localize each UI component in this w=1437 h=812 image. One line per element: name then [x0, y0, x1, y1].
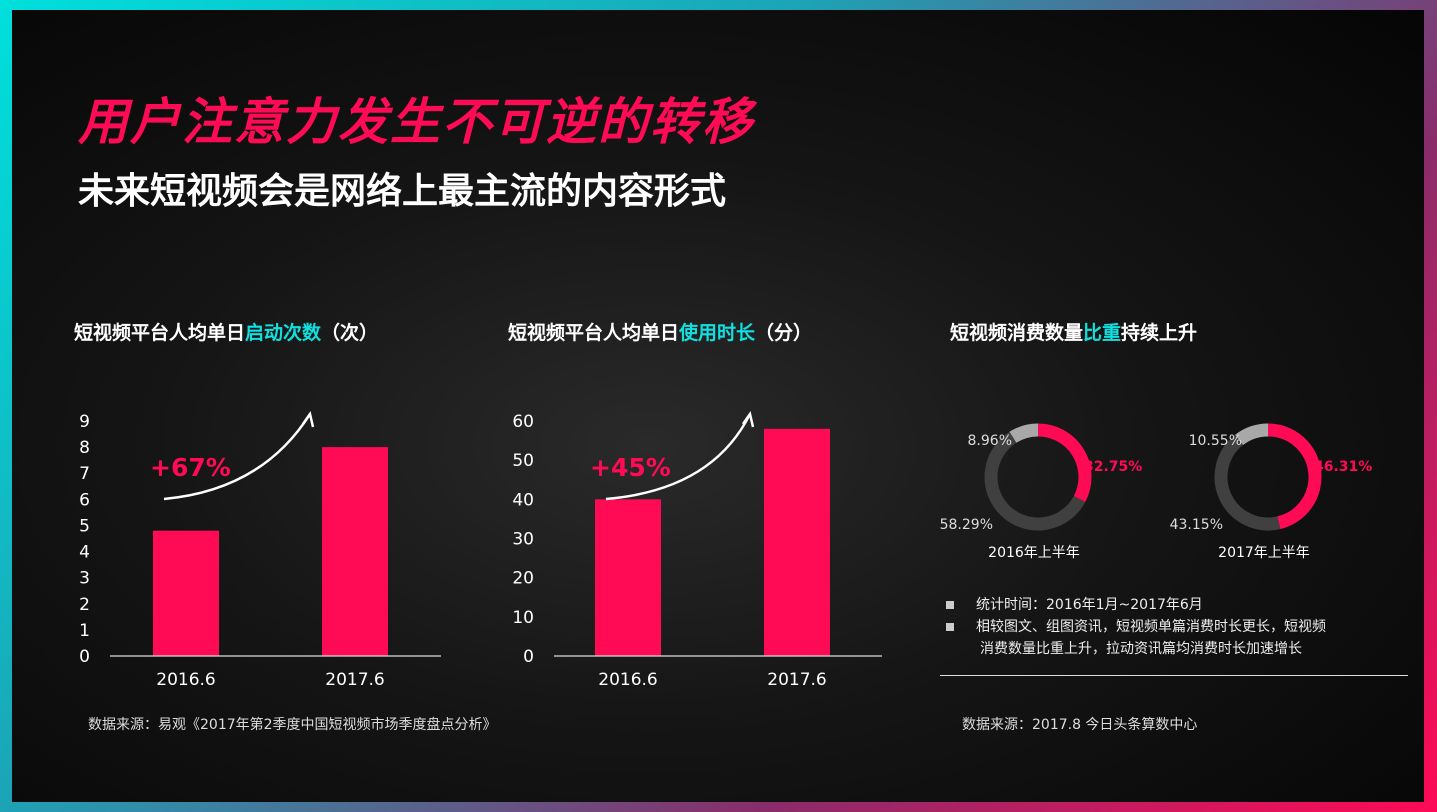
- x-tick-label: 2017.6: [325, 670, 384, 690]
- chart1-title-unit: （次）: [321, 322, 379, 344]
- donut-slice: [1214, 434, 1281, 531]
- note-text: 统计时间：2016年1月~2017年6月: [976, 597, 1203, 613]
- growth-arrow-icon: [605, 413, 752, 501]
- growth-arrow-icon: [163, 413, 312, 501]
- donut-label: 58.29%: [940, 517, 993, 533]
- donut-label: 46.31%: [1314, 459, 1372, 475]
- y-tick-label: 30: [512, 530, 534, 550]
- source-left: 数据来源：易观《2017年第2季度中国短视频市场季度盘点分析》: [88, 717, 497, 733]
- chart1-title: 短视频平台人均单日启动次数（次）: [74, 318, 378, 345]
- divider: [940, 675, 1408, 676]
- donut-slice: [984, 431, 1086, 531]
- arrow-head-icon: [741, 410, 755, 428]
- donut-caption: 2016年上半年: [988, 545, 1080, 561]
- note-text: 相较图文、组图资讯，短视频单篇消费时长更长，短视频: [976, 619, 1326, 635]
- growth-annotation: +45%: [590, 453, 671, 482]
- y-tick-label: 6: [79, 490, 90, 510]
- source-right: 数据来源：2017.8 今日头条算数中心: [962, 717, 1198, 733]
- donut-label: 8.96%: [968, 433, 1012, 449]
- chart3-title-highlight: 比重: [1083, 322, 1122, 344]
- note-item: 相较图文、组图资讯，短视频单篇消费时长更长，短视频: [946, 616, 1326, 638]
- donut-label: 32.75%: [1084, 459, 1142, 475]
- chart1-title-highlight: 启动次数: [245, 322, 322, 344]
- notes: 统计时间：2016年1月~2017年6月 相较图文、组图资讯，短视频单篇消费时长…: [946, 594, 1326, 660]
- y-tick-label: 5: [79, 516, 90, 536]
- donut-slice: [1267, 423, 1322, 530]
- donut-label: 10.55%: [1189, 433, 1242, 449]
- x-tick-label: 2016.6: [156, 670, 215, 690]
- page-title: 用户注意力发生不可逆的转移: [78, 93, 754, 151]
- charts-canvas: 0 1 2 3 4 5 6 7 8 9 2016.6 2017.6 +67% 0 10 20 30 40 50 60 2…: [79, 410, 1372, 690]
- note-item: 统计时间：2016年1月~2017年6月: [946, 594, 1326, 616]
- y-tick-label: 1: [79, 621, 90, 641]
- bar-2016.6: [595, 499, 661, 656]
- chart1-title-part: 短视频平台人均单日: [74, 322, 246, 344]
- bar-2017.6: [322, 447, 388, 656]
- donut-slice: [1037, 423, 1092, 503]
- donut-caption: 2017年上半年: [1218, 545, 1310, 561]
- donut-slice: [1235, 423, 1269, 446]
- y-tick-label: 50: [512, 451, 534, 471]
- y-tick-label: 60: [512, 412, 534, 432]
- chart2-title-highlight: 使用时长: [679, 322, 756, 344]
- y-tick-label: 3: [79, 569, 90, 589]
- chart3-title: 短视频消费数量比重持续上升: [950, 318, 1197, 345]
- bullet-square-icon: [946, 623, 954, 631]
- y-tick-label: 9: [79, 412, 90, 432]
- bar-2016.6: [153, 530, 219, 656]
- bar-2017.6: [764, 428, 830, 656]
- chart2-title-unit: （分）: [755, 322, 813, 344]
- donut-label: 43.15%: [1170, 517, 1223, 533]
- y-tick-label: 7: [79, 464, 90, 484]
- y-tick-label: 10: [512, 608, 534, 628]
- chart3-title-rest: 持续上升: [1121, 322, 1198, 344]
- y-tick-label: 40: [512, 490, 534, 510]
- y-tick-label: 0: [79, 647, 90, 667]
- chart3-title-part: 短视频消费数量: [950, 322, 1084, 344]
- bullet-square-icon: [946, 601, 954, 609]
- y-tick-label: 0: [523, 647, 534, 667]
- x-tick-label: 2017.6: [767, 670, 826, 690]
- note-text-cont: 消费数量比重上升，拉动资讯篇均消费时长加速增长: [980, 641, 1302, 657]
- donut-slice: [1009, 423, 1039, 443]
- page-subtitle: 未来短视频会是网络上最主流的内容形式: [78, 171, 727, 212]
- slide: 用户注意力发生不可逆的转移 未来短视频会是网络上最主流的内容形式 短视频平台人均…: [12, 10, 1424, 802]
- y-tick-label: 2: [79, 595, 90, 615]
- growth-annotation: +67%: [150, 453, 231, 482]
- y-tick-label: 20: [512, 569, 534, 589]
- y-tick-label: 8: [79, 438, 90, 458]
- chart2-title-part: 短视频平台人均单日: [508, 322, 680, 344]
- chart2-title: 短视频平台人均单日使用时长（分）: [508, 318, 812, 345]
- arrow-head-icon: [301, 410, 315, 428]
- y-tick-label: 4: [79, 543, 90, 563]
- x-tick-label: 2016.6: [598, 670, 657, 690]
